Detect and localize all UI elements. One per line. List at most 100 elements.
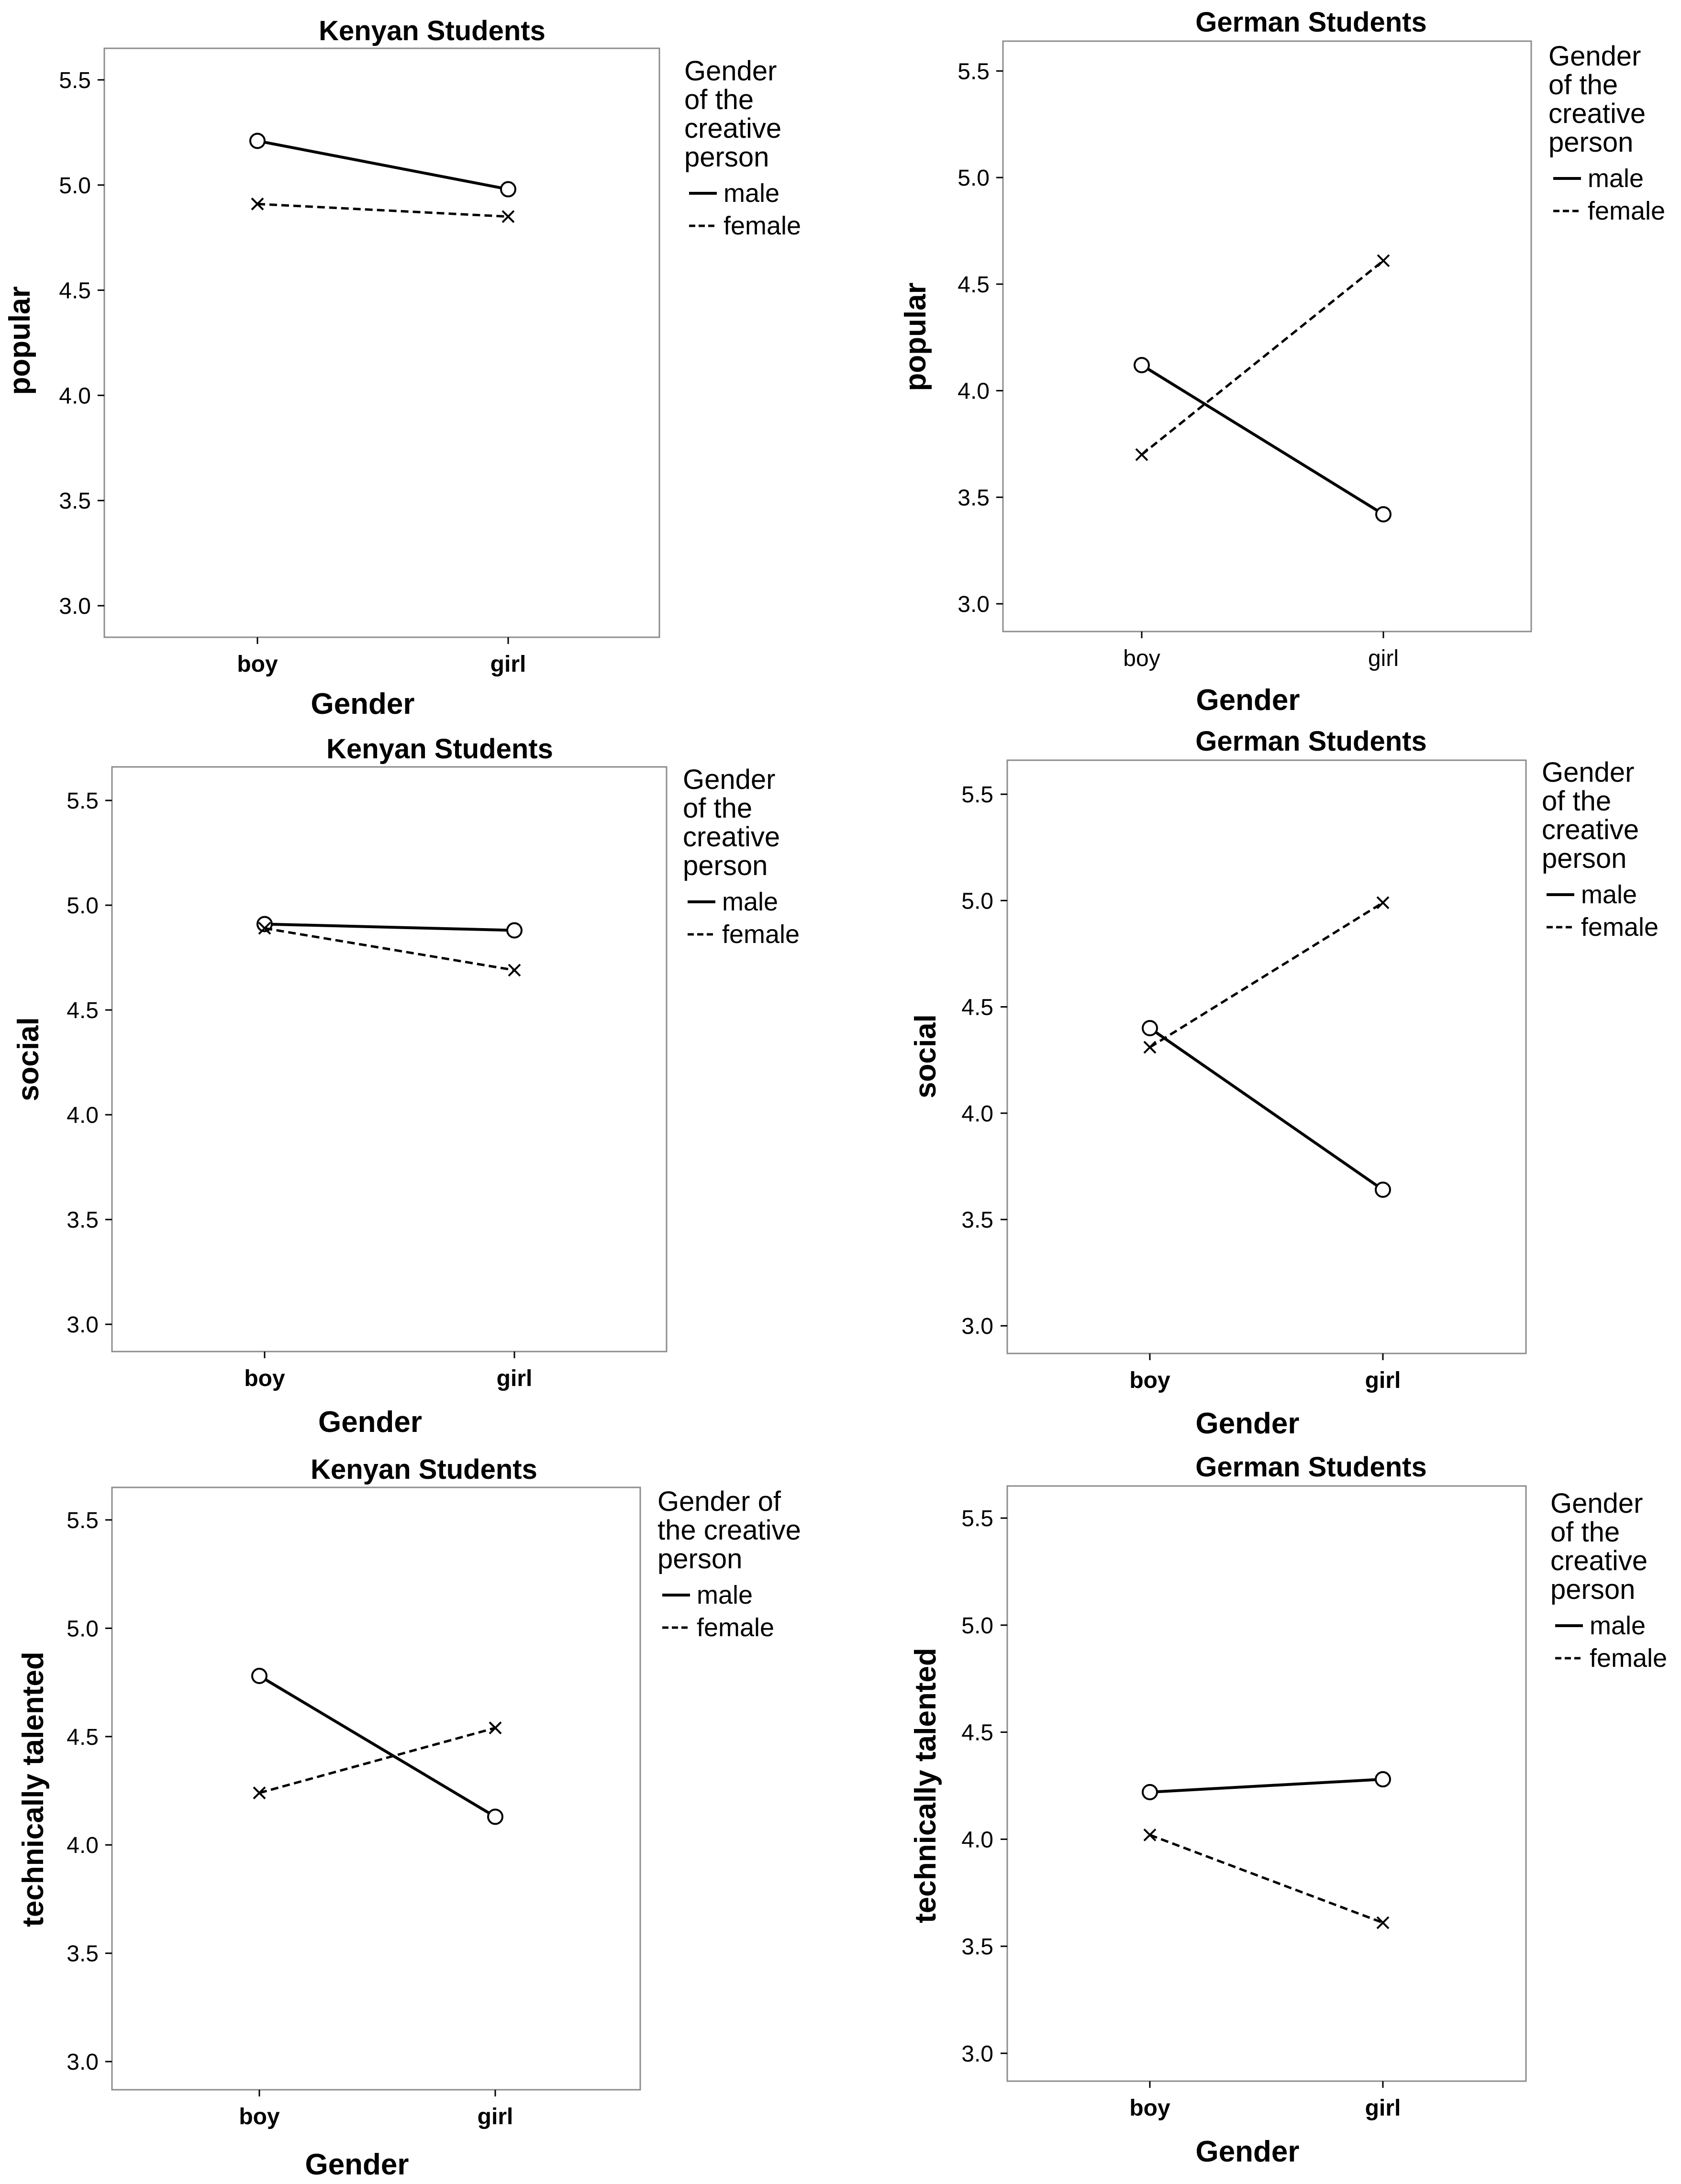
y-tick-label: 5.0	[961, 1613, 993, 1639]
series-line-male	[1149, 1778, 1383, 1794]
y-tick-label: 3.5	[957, 485, 990, 510]
y-tick-label: 3.0	[961, 1314, 993, 1339]
marker-x-female	[501, 210, 515, 223]
y-tick-label: 3.0	[961, 2041, 993, 2067]
legend-label-female: female	[1581, 913, 1659, 942]
legend-label-male: male	[697, 1581, 753, 1609]
series-line-male	[264, 922, 515, 932]
chart-title: German Students	[1195, 1452, 1426, 1483]
chart-panel-2: German Students 3.0 3.5 4.0 4.5 5.0 5.5 boy girl…	[899, 7, 1665, 717]
marker-circle-male	[251, 1668, 267, 1685]
y-tick-label: 5.0	[59, 173, 91, 199]
series-line-female	[259, 1727, 496, 1794]
marker-circle-male	[1142, 1784, 1158, 1800]
legend-title-line: Gender of	[657, 1486, 781, 1517]
chart-panel-6: German Students 3.0 3.5 4.0 4.5 5.0 5.5 boy girl…	[909, 1452, 1667, 2168]
y-axis-label: social	[12, 1017, 45, 1101]
x-tick-label: girl	[478, 2104, 513, 2129]
y-tick-label: 5.5	[59, 68, 91, 93]
legend-label-female: female	[1590, 1644, 1667, 1673]
series-line-female	[257, 202, 509, 218]
marker-x-female	[1376, 1916, 1390, 1929]
y-tick-label: 4.0	[67, 1833, 99, 1858]
legend-label-male: male	[1588, 164, 1644, 193]
legend-label-male: male	[1581, 880, 1637, 909]
x-tick-label: girl	[1365, 2095, 1401, 2121]
y-tick-label: 4.0	[59, 383, 91, 409]
marker-circle-male	[1142, 1020, 1158, 1036]
plot-frame	[1006, 1485, 1527, 2082]
y-axis-label: social	[909, 1014, 942, 1098]
y-tick-label: 5.5	[67, 1508, 99, 1533]
y-tick-label: 5.5	[67, 788, 99, 814]
legend-title-line: person	[1542, 843, 1626, 874]
y-tick-label: 3.0	[67, 1312, 99, 1338]
chart-panel-4: German Students 3.0 3.5 4.0 4.5 5.0 5.5 boy girl…	[909, 726, 1659, 1440]
x-tick-label: boy	[1129, 2095, 1170, 2121]
plot-frame	[111, 1486, 641, 2091]
plot-frame	[1006, 759, 1527, 1354]
marker-circle-male	[1375, 506, 1392, 522]
x-tick-label: girl	[497, 1366, 533, 1391]
legend-title-line: creative	[1548, 98, 1646, 129]
marker-x-female	[508, 964, 521, 977]
marker-circle-male	[1375, 1771, 1391, 1788]
marker-x-female	[253, 1786, 266, 1799]
y-tick-label: 4.5	[59, 278, 91, 304]
chart-title: Kenyan Students	[326, 733, 553, 765]
marker-x-female	[1376, 896, 1390, 909]
plot-frame	[103, 47, 660, 638]
legend-label-male: male	[722, 887, 778, 916]
legend-label-female: female	[1588, 197, 1665, 225]
y-axis-label: technically talented	[909, 1648, 942, 1923]
series-line-male	[1141, 364, 1384, 516]
y-tick-label: 4.0	[67, 1103, 99, 1128]
legend-title-line: creative	[1550, 1545, 1648, 1576]
y-tick-label: 3.5	[961, 1208, 993, 1233]
marker-circle-male	[506, 922, 523, 939]
marker-circle-male	[249, 133, 266, 149]
marker-x-female	[1135, 448, 1148, 461]
y-tick-label: 5.0	[67, 893, 99, 919]
marker-x-female	[1377, 254, 1390, 267]
chart-title: German Students	[1195, 726, 1426, 757]
y-tick-label: 4.0	[961, 1827, 993, 1852]
y-tick-label: 4.5	[957, 272, 990, 298]
legend-title-line: of the	[1542, 786, 1611, 817]
legend-title-line: person	[657, 1543, 742, 1574]
legend-title-line: of the	[684, 84, 754, 115]
y-axis-label: technically talented	[17, 1652, 50, 1927]
chart-panel-5: Kenyan Students 3.0 3.5 4.0 4.5 5.0 5.5 boy girl…	[17, 1454, 801, 2181]
legend-title-line: person	[683, 850, 768, 881]
marker-x-female	[1143, 1828, 1157, 1841]
y-tick-label: 5.5	[961, 782, 993, 808]
legend-title-line: Gender	[1550, 1488, 1643, 1519]
chart-title: Kenyan Students	[319, 15, 545, 46]
x-tick-label: boy	[239, 2104, 280, 2129]
marker-x-female	[1143, 1041, 1157, 1054]
legend-title-line: of the	[1548, 69, 1618, 100]
legend-title-line: Gender	[683, 764, 775, 795]
legend-title-line: Gender	[1542, 757, 1634, 788]
x-axis-label: Gender	[311, 687, 414, 721]
plot-frame	[1002, 40, 1532, 632]
series-line-male	[257, 139, 509, 191]
series-line-female	[1141, 259, 1384, 456]
y-tick-label: 5.5	[961, 1506, 993, 1531]
chart-title: German Students	[1195, 7, 1426, 38]
legend-title-line: Gender	[684, 55, 777, 87]
x-axis-label: Gender	[318, 1406, 422, 1439]
legend-label-male: male	[1590, 1611, 1646, 1640]
legend-title-line: person	[684, 142, 769, 173]
y-tick-label: 4.5	[67, 998, 99, 1023]
y-tick-label: 4.5	[961, 995, 993, 1020]
marker-x-female	[258, 921, 271, 935]
legend-label-female: female	[724, 211, 801, 240]
legend-title-line: creative	[683, 821, 780, 853]
legend-label-male: male	[724, 179, 779, 208]
y-tick-label: 3.0	[957, 592, 990, 617]
